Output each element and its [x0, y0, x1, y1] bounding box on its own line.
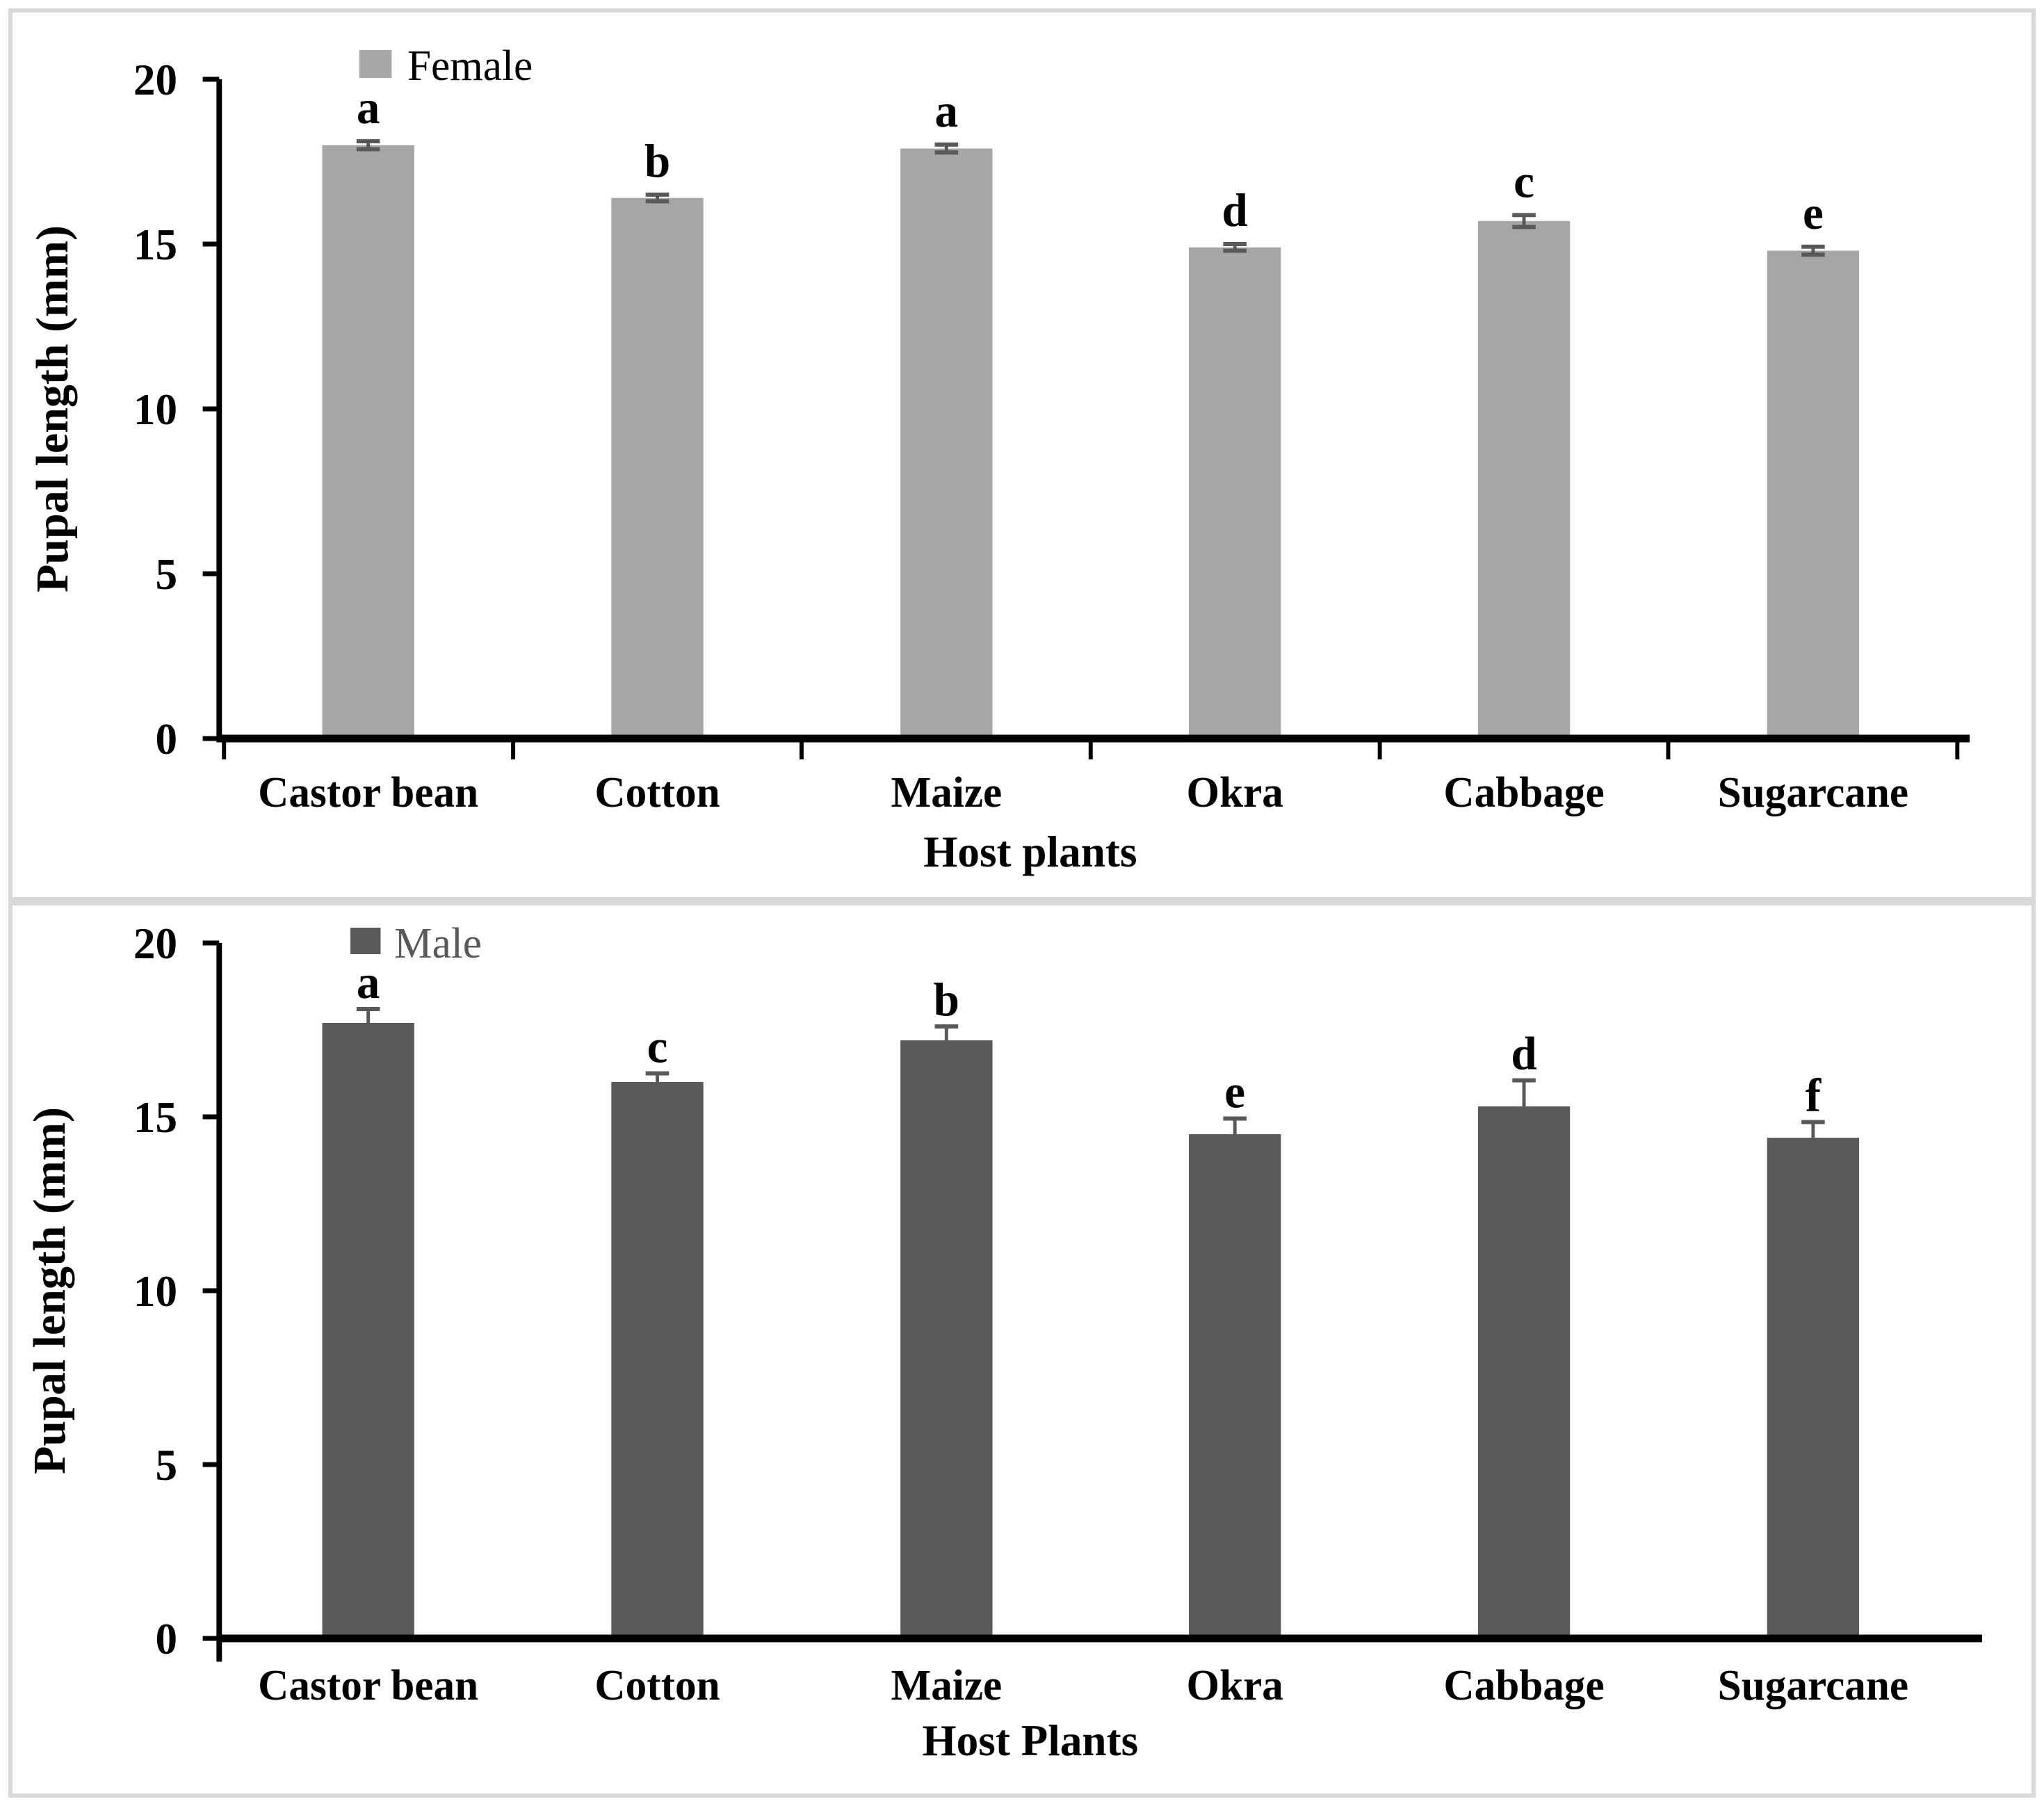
- panel-divider: [13, 897, 2031, 905]
- significance-letter: b: [644, 135, 670, 187]
- male-bar-chart: 0 5 10 15 20 a c b e d f Castor bean Cotton Maize Okra…: [25, 919, 1982, 1765]
- x-category-label: Castor bean: [258, 769, 478, 816]
- legend-swatch: [359, 50, 392, 78]
- bar-sugarcane: [1767, 1138, 1860, 1638]
- legend-swatch: [350, 928, 381, 954]
- female-bar-chart: 0 5 10 15 20 a b a d c e Castor bean Cotton Maize Okra…: [28, 42, 1970, 876]
- significance-letter: b: [934, 974, 959, 1026]
- bar-okra: [1189, 247, 1281, 739]
- bar-maize: [900, 148, 993, 739]
- bar-castor-bean: [322, 145, 414, 739]
- male-chart-panel: 0 5 10 15 20 a c b e d f Castor bean Cotton Maize Okra…: [13, 905, 2031, 1793]
- bar-cotton: [611, 197, 704, 739]
- bar-maize: [900, 1040, 993, 1638]
- figure-frame: 0 5 10 15 20 a b a d c e Castor bean Cotton Maize Okra…: [8, 8, 2036, 1798]
- legend-label: Female: [407, 42, 533, 90]
- y-axis-tick-label: 20: [133, 919, 177, 968]
- y-axis-tick-label: 5: [155, 549, 177, 599]
- significance-letter: a: [357, 81, 380, 134]
- x-category-label: Sugarcane: [1718, 769, 1908, 816]
- significance-letter: e: [1803, 186, 1824, 239]
- significance-letter: e: [1224, 1065, 1245, 1118]
- x-category-label: Cotton: [594, 769, 720, 816]
- bar-castor-bean: [322, 1023, 414, 1638]
- bar-cabbage: [1477, 220, 1571, 739]
- significance-letter: d: [1222, 184, 1248, 236]
- x-category-label: Castor bean: [258, 1662, 478, 1709]
- significance-letter: a: [935, 84, 959, 136]
- bar-okra: [1189, 1134, 1281, 1638]
- y-axis-tick-label: 5: [155, 1440, 177, 1490]
- x-category-label: Cotton: [594, 1662, 720, 1709]
- significance-letter: c: [647, 1020, 668, 1072]
- significance-letter: a: [357, 956, 380, 1008]
- bar-cabbage: [1477, 1106, 1571, 1638]
- y-axis-tick-label: 15: [133, 220, 177, 269]
- y-axis-tick-label: 0: [155, 714, 177, 764]
- x-category-label: Okra: [1186, 1662, 1283, 1709]
- x-category-label: Maize: [891, 769, 1002, 816]
- y-axis-title: Pupal length (mm): [28, 225, 78, 592]
- significance-letter: c: [1514, 155, 1534, 207]
- x-category-label: Maize: [891, 1662, 1002, 1709]
- legend-label: Male: [394, 920, 482, 967]
- y-axis-tick-label: 10: [133, 1266, 177, 1316]
- x-axis-title: Host Plants: [922, 1716, 1138, 1765]
- y-axis-tick-label: 15: [133, 1093, 177, 1142]
- y-axis-tick-label: 20: [133, 55, 177, 104]
- x-axis-title: Host plants: [923, 827, 1137, 876]
- bar-sugarcane: [1767, 250, 1860, 739]
- x-category-label: Okra: [1186, 769, 1283, 816]
- significance-letter: f: [1806, 1069, 1822, 1121]
- x-category-label: Sugarcane: [1718, 1662, 1908, 1709]
- y-axis-tick-label: 10: [133, 385, 177, 434]
- x-category-label: Cabbage: [1443, 1662, 1604, 1709]
- significance-letter: d: [1511, 1027, 1536, 1079]
- female-chart-panel: 0 5 10 15 20 a b a d c e Castor bean Cotton Maize Okra…: [13, 13, 2031, 897]
- bar-cotton: [611, 1082, 704, 1638]
- y-axis-title: Pupal length (mm): [25, 1107, 75, 1474]
- y-axis-tick-label: 0: [155, 1614, 177, 1663]
- x-category-label: Cabbage: [1443, 769, 1604, 816]
